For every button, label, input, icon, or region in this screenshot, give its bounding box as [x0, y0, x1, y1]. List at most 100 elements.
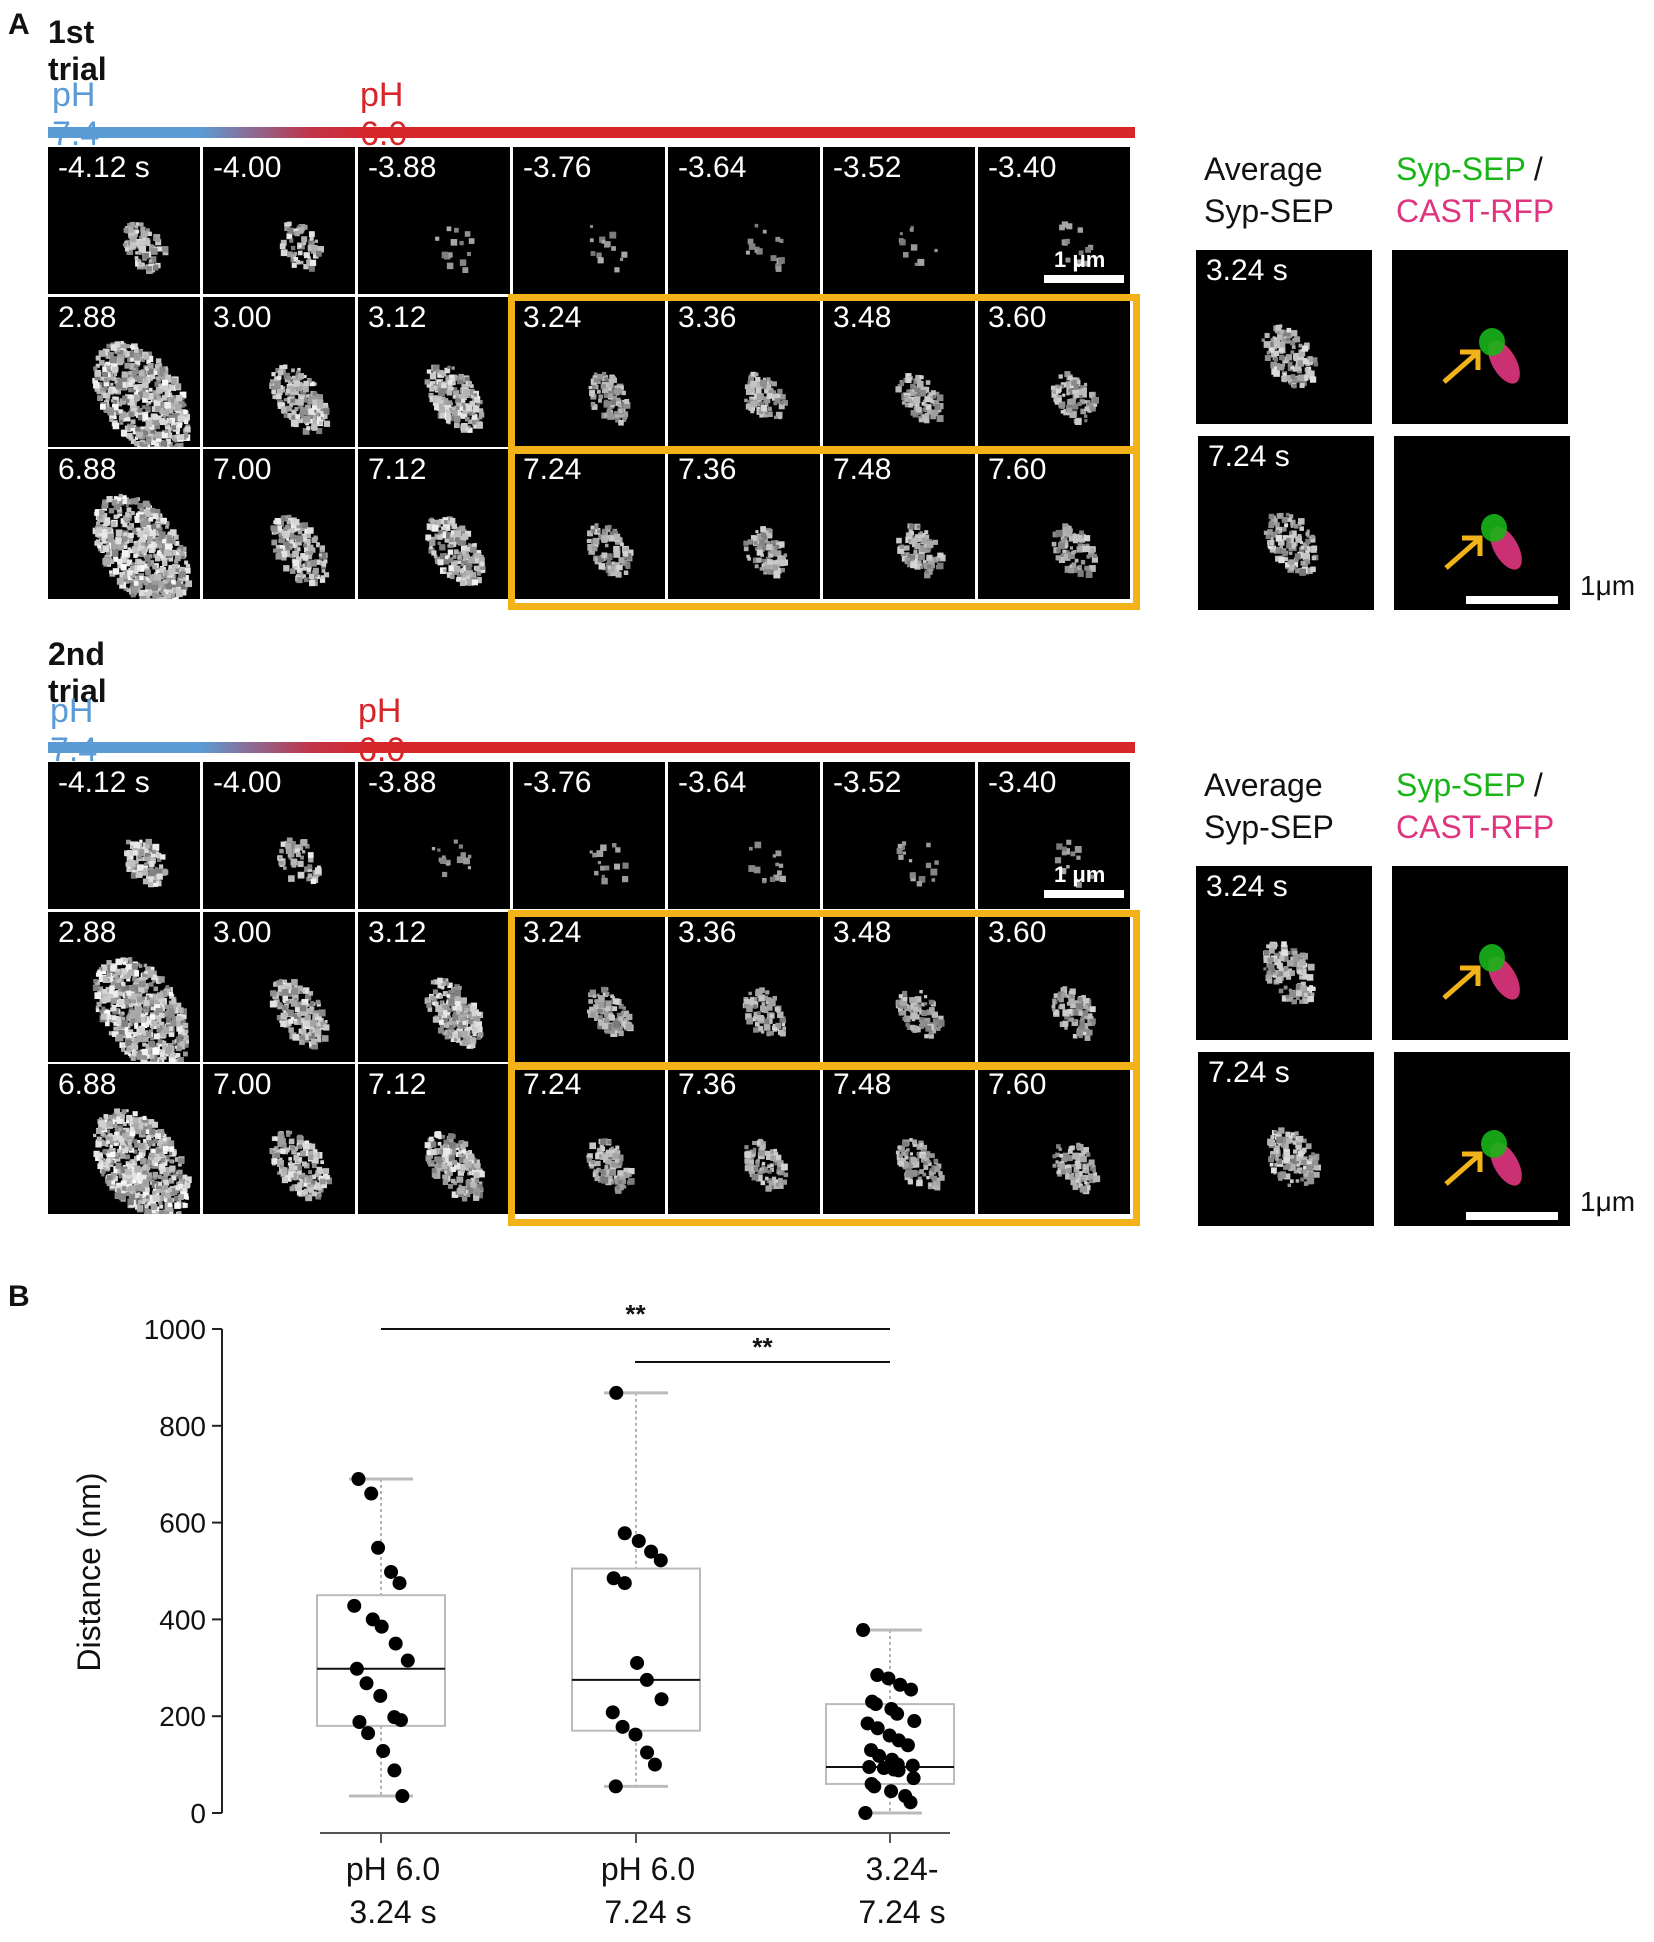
data-point [392, 1576, 407, 1591]
scale-bar [1044, 275, 1124, 283]
data-point [351, 1472, 366, 1487]
image-frame: -3.76 [513, 147, 665, 294]
scale-bar [1466, 1212, 1558, 1220]
ph-start-label: pH 7.4 [50, 692, 97, 769]
merge-slash: / [1533, 151, 1543, 187]
data-point [647, 1757, 662, 1772]
data-point [630, 1655, 645, 1670]
image-frame: -3.76 [513, 762, 665, 909]
frame-time-label: -3.64 [678, 151, 747, 184]
image-frame: 7.12 [358, 449, 510, 599]
data-point [891, 1763, 906, 1778]
data-point [364, 1486, 379, 1501]
data-point [907, 1714, 922, 1729]
fluorescence-signal [431, 839, 472, 878]
merge-slash: / [1533, 767, 1543, 803]
y-tick-label: 0 [190, 1798, 206, 1829]
significance-label: ** [625, 1299, 646, 1329]
image-frame: -3.40 1 μm [978, 147, 1130, 294]
y-tick-label: 1000 [144, 1314, 206, 1345]
syp-sep-signal [1479, 328, 1505, 356]
side-time-label: 7.24 s [1208, 440, 1290, 473]
image-frame: 7.36 [668, 449, 820, 599]
data-point [906, 1771, 921, 1786]
data-point [905, 1758, 920, 1773]
data-point [858, 1806, 873, 1820]
syp-sep-signal [1479, 944, 1505, 972]
data-point [890, 1706, 905, 1721]
chart-boxes [316, 1391, 955, 1815]
data-point [395, 1789, 410, 1804]
highlight-box-row2 [508, 294, 1140, 453]
image-frame: 2.88 [48, 912, 200, 1062]
data-point [376, 1744, 391, 1759]
image-frame: 3.60 [978, 912, 1130, 1062]
data-point [393, 1713, 408, 1728]
image-frame: 3.24 [513, 297, 665, 447]
fluorescence-signal [424, 1131, 485, 1202]
trial-title: 1st trial [48, 14, 107, 87]
scale-bar-label: 1 μm [1054, 247, 1106, 272]
frame-time-label: -3.88 [368, 766, 437, 799]
frame-time-label: 7.36 [678, 1068, 737, 1101]
frame-time-label: 3.36 [678, 301, 737, 334]
data-point [653, 1553, 668, 1568]
fluorescence-signal [586, 523, 634, 578]
fluorescence-signal [1263, 941, 1316, 1005]
image-frame: 3.60 [978, 297, 1130, 447]
fluorescence-signal [122, 221, 169, 275]
frame-time-label: 3.00 [213, 301, 272, 334]
ph-transition-bar [48, 127, 1135, 138]
fluorescence-signal [1051, 986, 1096, 1041]
image-frame: -3.88 [358, 762, 510, 909]
image-frame: 3.36 [668, 912, 820, 1062]
fluorescence-signal [1263, 512, 1319, 576]
frame-time-label: 7.24 [523, 453, 582, 486]
data-point [868, 1697, 883, 1712]
fluorescence-signal [744, 371, 788, 420]
data-point [856, 1623, 871, 1638]
image-frame: -4.00 [203, 147, 355, 294]
syp-sep-signal [1481, 1130, 1507, 1158]
merge-overlay [1442, 328, 1520, 384]
image-frame: 7.48 [823, 1064, 975, 1214]
ph-end-label: pH 6.0 [360, 76, 407, 153]
data-point [631, 1533, 646, 1548]
frame-time-label: 2.88 [58, 916, 117, 949]
frame-time-label: 7.12 [368, 453, 427, 486]
fluorescence-signal [425, 516, 486, 587]
frame-time-label: -3.76 [523, 766, 592, 799]
fluorescence-signal [1050, 371, 1099, 426]
average-header-line2: Syp-SEP [1204, 193, 1334, 229]
data-point [615, 1719, 630, 1734]
highlight-box-row3 [508, 447, 1140, 610]
frame-time-label: 6.88 [58, 453, 117, 486]
fluorescence-signal [269, 364, 331, 435]
frame-time-label: 7.60 [988, 1068, 1047, 1101]
frame-time-label: -4.00 [213, 766, 282, 799]
frame-time-label: -3.40 [988, 151, 1057, 184]
box-plot-chart: 0 200 400 600 800 1000 Distance (nm) pH 6.0 3.24… [71, 1299, 955, 1930]
data-point [639, 1672, 654, 1687]
frame-time-label: 7.00 [213, 453, 272, 486]
fluorescence-signal [743, 526, 789, 579]
data-point [617, 1576, 632, 1591]
x-tick-label-line1: pH 6.0 [601, 1851, 695, 1887]
average-image: 3.24 s [1196, 250, 1372, 424]
box-iqr [316, 1594, 446, 1727]
chart-axes: 0 200 400 600 800 1000 Distance (nm) pH 6.0 3.24… [71, 1314, 950, 1930]
frame-time-label: 7.60 [988, 453, 1047, 486]
frame-time-label: -3.40 [988, 766, 1057, 799]
x-tick-label-line2: 7.24 s [858, 1894, 945, 1930]
image-frame: 3.00 [203, 297, 355, 447]
frame-time-label: 7.48 [833, 1068, 892, 1101]
fluorescence-signal [586, 1138, 635, 1194]
scale-bar-label: 1 μm [1054, 862, 1106, 887]
syp-sep-signal [1481, 514, 1507, 542]
image-frame: 3.48 [823, 297, 975, 447]
frame-time-label: -4.12 s [58, 766, 150, 799]
frame-time-label: 7.36 [678, 453, 737, 486]
fluorescence-signal [1059, 221, 1094, 267]
data-point [903, 1795, 918, 1810]
frame-time-label: 3.24 [523, 301, 582, 334]
